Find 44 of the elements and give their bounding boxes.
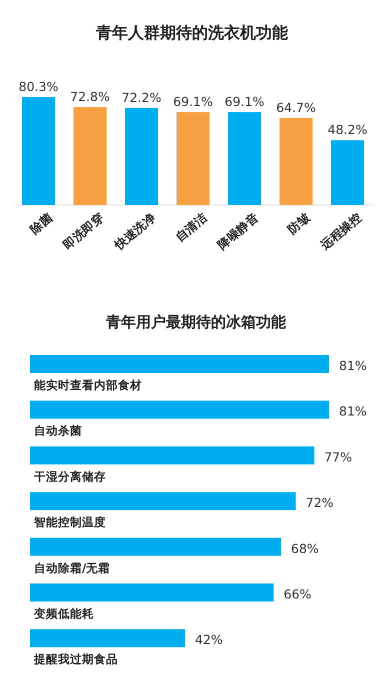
data-label: 66%	[284, 586, 312, 602]
x-tick-label: 快速洗净	[111, 210, 158, 253]
data-label: 64.7%	[276, 100, 316, 115]
bar	[30, 400, 329, 419]
x-tick-label: 防皱	[285, 210, 312, 237]
y-tick-label: 提醒我过期食品	[33, 652, 118, 666]
bar	[22, 97, 55, 205]
data-label: 72%	[306, 495, 334, 510]
data-label: 72.8%	[70, 89, 110, 104]
data-label: 69.1%	[173, 94, 213, 110]
data-label: 48.2%	[328, 122, 368, 138]
chart-title: 青年人群期待的洗衣机功能	[95, 23, 288, 42]
x-tick-label: 即洗即穿	[60, 210, 106, 252]
y-tick-label: 能实时查看内部食材	[34, 378, 142, 392]
bar	[125, 108, 158, 205]
bar	[228, 112, 261, 205]
x-tick-label: 除菌	[28, 210, 55, 237]
bar	[176, 112, 210, 205]
bar	[30, 584, 274, 602]
data-label: 80.3%	[18, 79, 58, 94]
data-label: 77%	[324, 449, 352, 464]
y-tick-label: 变频低能耗	[33, 606, 94, 620]
bar	[74, 107, 106, 205]
x-tick-label: 自清洁	[172, 210, 210, 244]
y-tick-label: 自动除霜/无霜	[34, 560, 110, 575]
bar	[30, 446, 314, 464]
bar	[30, 492, 296, 510]
y-tick-label: 干湿分离储存	[33, 469, 106, 484]
bar	[30, 355, 329, 373]
data-label: 68%	[291, 540, 319, 556]
data-label: 72.2%	[122, 90, 162, 105]
bar	[331, 140, 364, 205]
bar	[280, 118, 312, 205]
bar	[30, 538, 282, 556]
x-tick-label: 远程操控	[317, 210, 364, 253]
x-tick-label: 降噪静音	[215, 210, 261, 252]
bar	[30, 629, 186, 648]
data-label: 81%	[339, 358, 367, 373]
y-tick-label: 自动杀菌	[34, 424, 82, 438]
y-tick-label: 智能控制温度	[33, 515, 106, 530]
data-label: 81%	[339, 404, 367, 419]
data-label: 69.1%	[224, 94, 264, 110]
chart-title: 青年用户最期待的冰箱功能	[105, 313, 287, 331]
data-label: 42%	[195, 632, 223, 648]
